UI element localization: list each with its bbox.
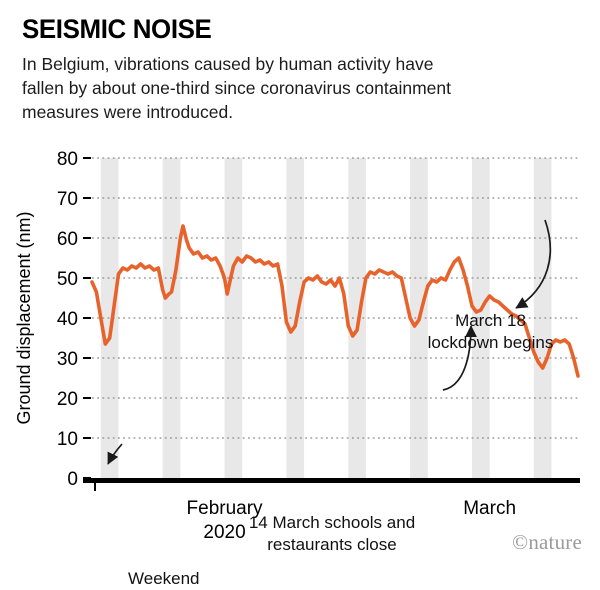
x-tick-label: March [463, 498, 516, 519]
weekend-band [533, 158, 552, 478]
seismic-noise-chart: 0 10 20 30 40 50 60 70 80 February 2020 March Ground… [0, 140, 600, 588]
ground-displacement-line [90, 224, 580, 378]
y-axis-title: Ground displacement (nm) [14, 211, 34, 424]
page-title: SEISMIC NOISE [22, 14, 212, 44]
y-tick-label: 30 [57, 349, 78, 370]
y-tick-label: 70 [57, 189, 78, 210]
x-tick-label: February 2020 [187, 498, 264, 543]
annotation-weekend: Weekend [128, 569, 200, 588]
y-tick-label: 80 [57, 149, 78, 170]
chart-plot-svg: 0 10 20 30 40 50 60 70 80 February 2020 March Ground… [14, 149, 580, 543]
y-tick-label: 0 [67, 469, 78, 490]
y-tick-label: 20 [57, 389, 78, 410]
chart-subtitle: In Belgium, vibrations caused by human a… [22, 54, 451, 123]
nature-logo: ©nature [512, 530, 582, 554]
annotation-schools-close: 14 March schools and restaurants close [248, 513, 416, 555]
annotation-lockdown: March 18 lockdown begins [427, 311, 554, 353]
y-tick-label: 50 [57, 269, 78, 290]
weekend-band [472, 158, 490, 478]
y-tick-label: 10 [57, 429, 78, 450]
y-tick-label: 60 [57, 229, 78, 250]
lockdown-arrow [515, 219, 552, 309]
schools-close-arrow [442, 325, 477, 391]
y-tick-label: 40 [57, 309, 78, 330]
weekend-arrow [107, 443, 123, 465]
